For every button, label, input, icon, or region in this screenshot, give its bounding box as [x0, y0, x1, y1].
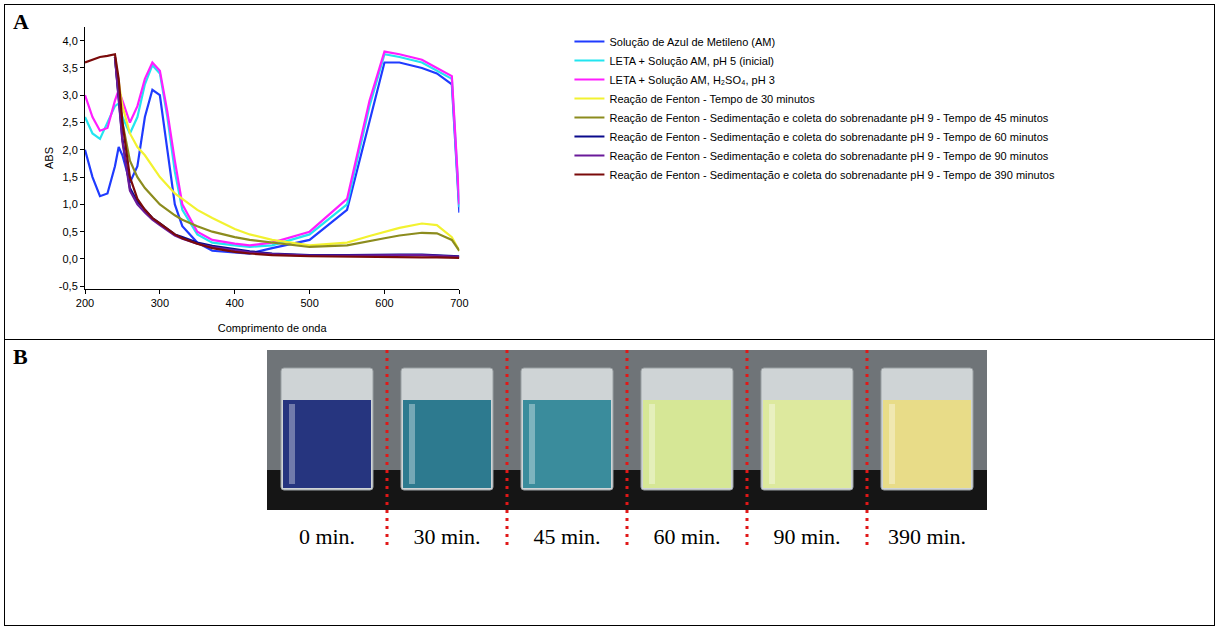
svg-text:-0,5: -0,5: [59, 280, 78, 292]
svg-text:200: 200: [76, 297, 94, 309]
svg-text:400: 400: [226, 297, 244, 309]
svg-text:4,0: 4,0: [63, 35, 78, 47]
svg-text:3,5: 3,5: [63, 62, 78, 74]
svg-text:45 min.: 45 min.: [533, 524, 600, 549]
svg-text:LETA + Solução AM, pH 5 (inici: LETA + Solução AM, pH 5 (inicial): [609, 55, 774, 67]
svg-text:2,0: 2,0: [63, 144, 78, 156]
svg-text:60 min.: 60 min.: [653, 524, 720, 549]
svg-text:0,0: 0,0: [63, 253, 78, 265]
svg-text:Reação de Fenton - Sedimentaçã: Reação de Fenton - Sedimentação e coleta…: [609, 112, 1048, 124]
svg-text:390 min.: 390 min.: [888, 524, 966, 549]
svg-text:ABS: ABS: [43, 147, 55, 169]
svg-text:30 min.: 30 min.: [413, 524, 480, 549]
svg-text:Reação de Fenton - Tempo de 30: Reação de Fenton - Tempo de 30 minutos: [609, 93, 815, 105]
html-text:B: B: [13, 344, 28, 369]
svg-text:Solução de Azul de Metileno (A: Solução de Azul de Metileno (AM): [609, 36, 775, 48]
svg-text:0 min.: 0 min.: [299, 524, 355, 549]
svg-text:300: 300: [151, 297, 169, 309]
html-text:A: A: [13, 9, 29, 34]
svg-text:Reação de Fenton - Sedimentaçã: Reação de Fenton - Sedimentação e coleta…: [609, 131, 1048, 143]
svg-text:LETA + Solução AM, H₂SO₄, pH 3: LETA + Solução AM, H₂SO₄, pH 3: [609, 74, 774, 86]
svg-text:3,0: 3,0: [63, 89, 78, 101]
svg-text:Reação de Fenton - Sedimentaçã: Reação de Fenton - Sedimentação e coleta…: [609, 169, 1054, 181]
svg-text:0,5: 0,5: [63, 226, 78, 238]
svg-text:1,5: 1,5: [63, 171, 78, 183]
svg-text:500: 500: [300, 297, 318, 309]
svg-text:90 min.: 90 min.: [773, 524, 840, 549]
svg-text:700: 700: [450, 297, 468, 309]
svg-text:Comprimento de onda: Comprimento de onda: [218, 322, 328, 334]
svg-text:2,5: 2,5: [63, 116, 78, 128]
svg-text:Reação de Fenton - Sedimentaçã: Reação de Fenton - Sedimentação e coleta…: [609, 150, 1048, 162]
svg-text:600: 600: [375, 297, 393, 309]
svg-text:1,0: 1,0: [63, 198, 78, 210]
